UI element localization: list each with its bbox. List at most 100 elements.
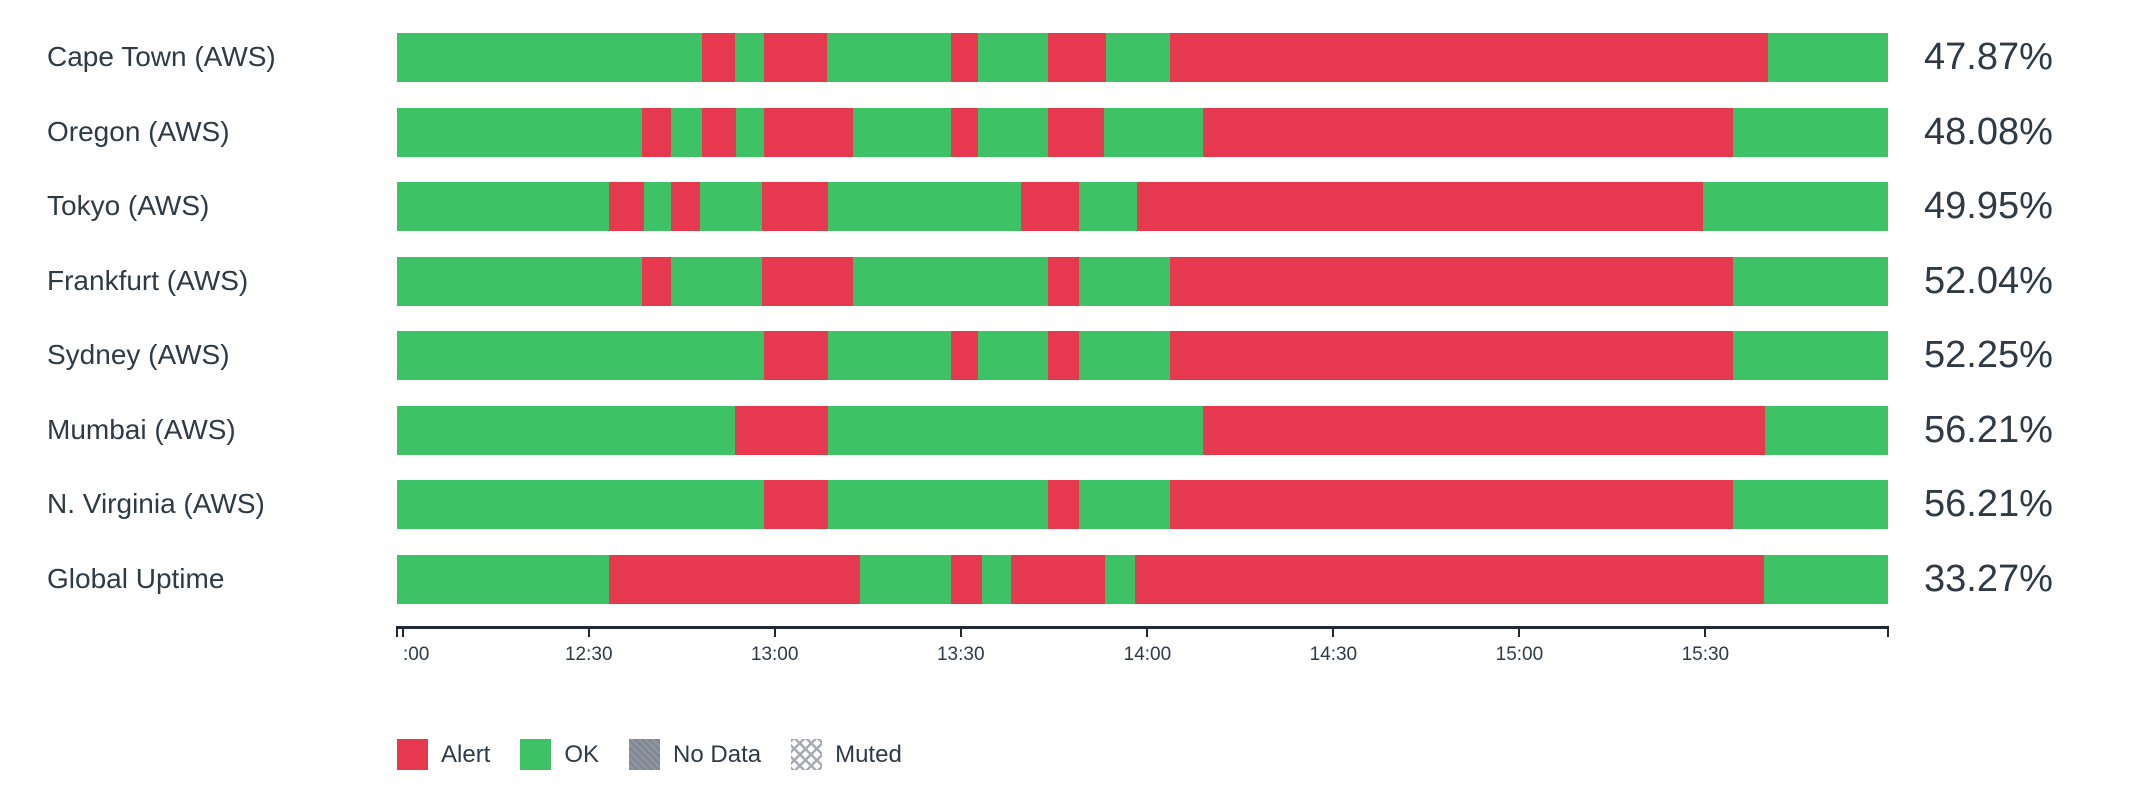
legend-swatch-no_data	[629, 739, 661, 770]
status-segment-ok[interactable]	[1079, 256, 1171, 306]
status-segment-ok[interactable]	[1106, 33, 1171, 82]
status-segment-ok[interactable]	[397, 554, 609, 604]
status-segment-alert[interactable]	[1134, 554, 1765, 604]
status-segment-ok[interactable]	[978, 331, 1049, 380]
status-bar[interactable]	[397, 107, 1888, 157]
status-segment-ok[interactable]	[852, 256, 1049, 306]
uptime-value: 33.27%	[1924, 557, 2053, 600]
status-segment-alert[interactable]	[1137, 182, 1703, 231]
status-segment-alert[interactable]	[608, 554, 861, 604]
status-segment-ok[interactable]	[1105, 554, 1135, 604]
status-segment-alert[interactable]	[1170, 256, 1734, 306]
status-segment-alert[interactable]	[1010, 554, 1106, 604]
status-segment-alert[interactable]	[763, 480, 828, 529]
status-bar[interactable]	[397, 554, 1888, 604]
legend-item-ok[interactable]: OK	[520, 739, 599, 770]
status-bar[interactable]	[397, 33, 1888, 82]
status-segment-alert[interactable]	[1048, 331, 1080, 380]
status-bar[interactable]	[397, 480, 1888, 529]
status-segment-ok[interactable]	[1104, 107, 1204, 157]
status-segment-alert[interactable]	[1203, 405, 1765, 455]
status-segment-alert[interactable]	[701, 107, 737, 157]
status-segment-ok[interactable]	[397, 256, 642, 306]
status-segment-ok[interactable]	[1764, 405, 1888, 455]
status-segment-ok[interactable]	[827, 331, 952, 380]
status-segment-alert[interactable]	[763, 33, 828, 82]
status-bar[interactable]	[397, 182, 1888, 231]
status-segment-alert[interactable]	[951, 331, 979, 380]
status-segment-ok[interactable]	[397, 405, 735, 455]
uptime-row: Oregon (AWS) 48.08%	[0, 107, 2134, 157]
status-segment-alert[interactable]	[670, 182, 700, 231]
status-segment-alert[interactable]	[1021, 182, 1080, 231]
status-segment-alert[interactable]	[734, 405, 828, 455]
status-segment-ok[interactable]	[1733, 331, 1888, 380]
status-segment-alert[interactable]	[761, 256, 853, 306]
status-segment-alert[interactable]	[951, 33, 979, 82]
status-segment-ok[interactable]	[397, 331, 764, 380]
status-segment-ok[interactable]	[397, 480, 764, 529]
status-segment-alert[interactable]	[763, 107, 853, 157]
axis-tick	[1887, 626, 1889, 637]
axis-tick	[1332, 626, 1335, 637]
status-segment-ok[interactable]	[1702, 182, 1888, 231]
status-segment-ok[interactable]	[1764, 554, 1888, 604]
status-segment-alert[interactable]	[1170, 331, 1734, 380]
status-segment-ok[interactable]	[978, 107, 1049, 157]
status-segment-ok[interactable]	[827, 182, 1022, 231]
legend-item-muted[interactable]: Muted	[791, 739, 902, 770]
status-segment-alert[interactable]	[951, 554, 983, 604]
status-bar[interactable]	[397, 331, 1888, 380]
row-label: Frankfurt (AWS)	[47, 264, 249, 296]
status-segment-ok[interactable]	[397, 182, 609, 231]
status-segment-alert[interactable]	[1170, 33, 1769, 82]
status-segment-alert[interactable]	[1203, 107, 1734, 157]
axis-tick-label: 15:30	[1681, 644, 1730, 665]
status-segment-ok[interactable]	[852, 107, 952, 157]
legend-label: No Data	[673, 740, 762, 768]
status-segment-ok[interactable]	[1079, 331, 1171, 380]
status-segment-alert[interactable]	[1048, 256, 1080, 306]
status-segment-alert[interactable]	[641, 256, 671, 306]
status-segment-ok[interactable]	[1733, 480, 1888, 529]
status-segment-alert[interactable]	[1048, 107, 1105, 157]
status-segment-alert[interactable]	[1170, 480, 1734, 529]
status-segment-ok[interactable]	[699, 182, 762, 231]
status-bar[interactable]	[397, 256, 1888, 306]
status-segment-ok[interactable]	[827, 33, 952, 82]
status-segment-ok[interactable]	[982, 554, 1011, 604]
legend-swatch-ok	[520, 739, 552, 770]
legend-swatch-alert	[397, 739, 428, 770]
status-segment-ok[interactable]	[1733, 256, 1888, 306]
status-segment-alert[interactable]	[763, 331, 828, 380]
status-segment-alert[interactable]	[761, 182, 828, 231]
status-segment-ok[interactable]	[1768, 33, 1888, 82]
status-segment-alert[interactable]	[951, 107, 979, 157]
uptime-value: 56.21%	[1924, 408, 2053, 451]
uptime-row: Cape Town (AWS) 47.87%	[0, 33, 2134, 82]
status-segment-alert[interactable]	[641, 107, 671, 157]
status-segment-ok[interactable]	[827, 405, 1204, 455]
status-segment-alert[interactable]	[1048, 480, 1080, 529]
row-label: Sydney (AWS)	[47, 339, 230, 371]
status-segment-ok[interactable]	[860, 554, 952, 604]
status-segment-ok[interactable]	[1733, 107, 1888, 157]
status-segment-ok[interactable]	[1079, 182, 1138, 231]
status-segment-ok[interactable]	[978, 33, 1049, 82]
status-segment-ok[interactable]	[736, 107, 764, 157]
status-bar[interactable]	[397, 405, 1888, 455]
status-segment-ok[interactable]	[397, 107, 642, 157]
status-segment-ok[interactable]	[1079, 480, 1171, 529]
status-segment-alert[interactable]	[1048, 33, 1107, 82]
uptime-row: Mumbai (AWS) 56.21%	[0, 405, 2134, 455]
status-segment-ok[interactable]	[397, 33, 702, 82]
status-segment-ok[interactable]	[670, 256, 762, 306]
status-segment-ok[interactable]	[670, 107, 702, 157]
status-segment-ok[interactable]	[827, 480, 1049, 529]
status-segment-alert[interactable]	[701, 33, 735, 82]
legend-item-alert[interactable]: Alert	[397, 739, 490, 770]
legend-item-no_data[interactable]: No Data	[629, 739, 761, 770]
status-segment-ok[interactable]	[643, 182, 671, 231]
status-segment-ok[interactable]	[734, 33, 764, 82]
status-segment-alert[interactable]	[608, 182, 644, 231]
